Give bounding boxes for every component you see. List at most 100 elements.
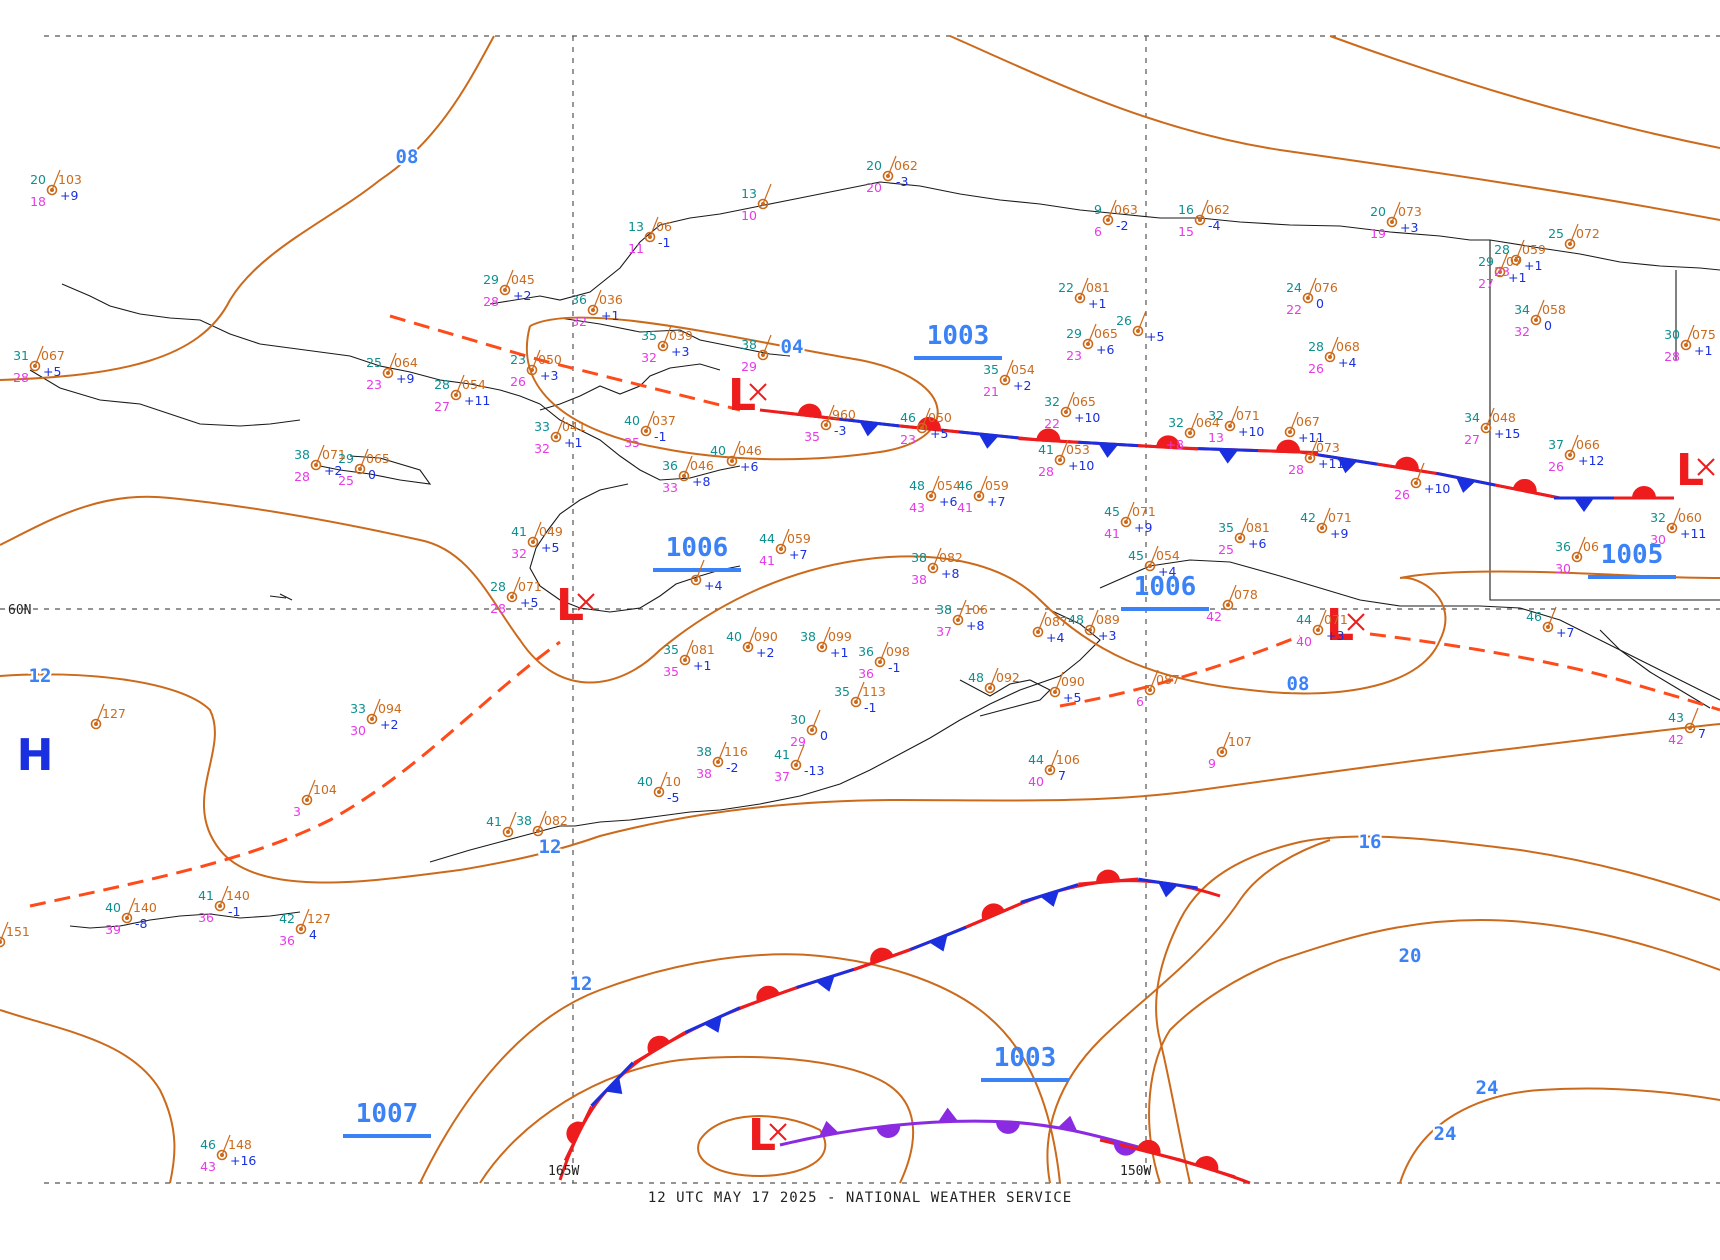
- station-circle: [806, 724, 818, 736]
- wind-barb: [1671, 507, 1681, 529]
- wind-barb: [1189, 412, 1199, 434]
- station-plot: 48 089+3: [1068, 609, 1120, 643]
- wind-barb: [221, 1134, 231, 1156]
- station-tendency: +6: [939, 494, 957, 509]
- station-pressure: 050: [538, 352, 562, 367]
- wind-barb: [1227, 584, 1237, 606]
- station-circle: [916, 422, 928, 434]
- station-dewpoint: 30: [1650, 532, 1666, 547]
- wind-barb: [1239, 517, 1249, 539]
- wind-barb: [504, 269, 514, 291]
- station-tendency: +10: [1074, 410, 1100, 425]
- station-circle: [678, 470, 690, 482]
- station-pressure: 046: [690, 458, 714, 473]
- station-dewpoint: 41: [759, 553, 775, 568]
- station-dewpoint: 27: [1478, 276, 1494, 291]
- station-dewpoint: 22: [1044, 416, 1060, 431]
- low-pressure-center: L: [748, 1110, 787, 1161]
- station-plot: 078 42: [1206, 584, 1258, 624]
- station-temperature: 13: [741, 186, 757, 201]
- station-temperature: 36: [662, 458, 678, 473]
- station-tendency: +11: [1680, 526, 1706, 541]
- wind-barb: [1089, 609, 1099, 631]
- wind-barb: [762, 334, 772, 356]
- warm-front-symbol: [853, 947, 911, 972]
- station-tendency: +5: [1146, 329, 1164, 344]
- low-pressure-center: L: [556, 580, 595, 631]
- wind-barb: [932, 547, 942, 569]
- station-plot: 960 35 -3: [804, 404, 856, 444]
- station-pressure: 104: [313, 782, 337, 797]
- station-circle: [301, 794, 313, 806]
- station-pressure: 063: [1114, 202, 1138, 217]
- station-plot: 107 9: [1208, 731, 1252, 771]
- station-circle: [850, 696, 862, 708]
- station-plot: 087 6: [1136, 669, 1180, 709]
- wind-barb: [795, 744, 805, 766]
- station-plot: 20 103 18 +9: [30, 169, 82, 209]
- station-temperature: 20: [1370, 204, 1386, 219]
- wind-barb: [371, 698, 381, 720]
- station-circle: [0, 936, 6, 948]
- wind-barb: [645, 410, 655, 432]
- lon-label-165w: 165W: [548, 1164, 579, 1179]
- station-circle: [1054, 454, 1066, 466]
- station-circle: [973, 490, 985, 502]
- station-plot: 28 068 26 +4: [1308, 336, 1360, 376]
- station-plot: 127: [90, 703, 126, 730]
- station-circle: [1510, 254, 1522, 266]
- station-pressure: 099: [828, 629, 852, 644]
- station-temperature: 38: [936, 602, 952, 617]
- station-tendency: +6: [1096, 342, 1114, 357]
- occ-c-front-symbol: [938, 1107, 959, 1122]
- station-temperature: 38: [800, 629, 816, 644]
- station-plot: 44 059 41 +7: [759, 528, 811, 568]
- wind-barb: [780, 528, 790, 550]
- station-temperature: 36: [571, 292, 587, 307]
- station-pressure: 140: [133, 900, 157, 915]
- station-dewpoint: 25: [1218, 542, 1234, 557]
- station-dewpoint: 42: [1668, 732, 1684, 747]
- station-tendency: 0: [1544, 318, 1552, 333]
- station-plot: 151: [0, 921, 30, 948]
- station-temperature: 44: [759, 531, 775, 546]
- station-tendency: -1: [888, 660, 900, 675]
- station-temperature: 23: [510, 352, 526, 367]
- wind-barb: [1125, 501, 1135, 523]
- station-dewpoint: 36: [858, 666, 874, 681]
- station-circle: [506, 591, 518, 603]
- station-circle: [1082, 338, 1094, 350]
- station-dewpoint: 29: [741, 359, 757, 374]
- isobar-label: 16: [1359, 831, 1382, 853]
- station-plot: 29 045 28 +2: [483, 269, 535, 309]
- station-plot: 36 098 36 -1: [858, 641, 910, 681]
- wind-barb: [1321, 507, 1331, 529]
- station-plot: 25 072: [1548, 223, 1600, 250]
- station-plot: 29 065 23 +6: [1066, 323, 1118, 363]
- station-pressure: 082: [544, 813, 568, 828]
- station-pressure: 041: [562, 419, 586, 434]
- wind-barb: [658, 771, 668, 793]
- station-circle: [1666, 522, 1678, 534]
- wind-barb: [1515, 239, 1525, 261]
- station-plot: 42 071+9: [1300, 507, 1352, 541]
- station-dewpoint: 43: [909, 500, 925, 515]
- station-plot: 40 140 39 -8: [105, 897, 157, 937]
- warm-front-symbol: [1494, 478, 1555, 499]
- wind-barb: [957, 599, 967, 621]
- station-pressure: 059: [985, 478, 1009, 493]
- station-temperature: 38: [741, 337, 757, 352]
- station-temperature: 28: [490, 579, 506, 594]
- station-plot: 32 071 13 +10: [1208, 405, 1264, 445]
- station-circle: [927, 562, 939, 574]
- cold-front-symbol: [590, 1061, 635, 1107]
- station-temperature: 32: [1044, 394, 1060, 409]
- station-dewpoint: 26: [510, 374, 526, 389]
- station-dewpoint: 26: [1548, 459, 1564, 474]
- station-circle: [775, 543, 787, 555]
- wind-barb: [1689, 707, 1699, 729]
- station-tendency: +11: [1318, 456, 1344, 471]
- station-plot: 46 +7: [1526, 606, 1574, 640]
